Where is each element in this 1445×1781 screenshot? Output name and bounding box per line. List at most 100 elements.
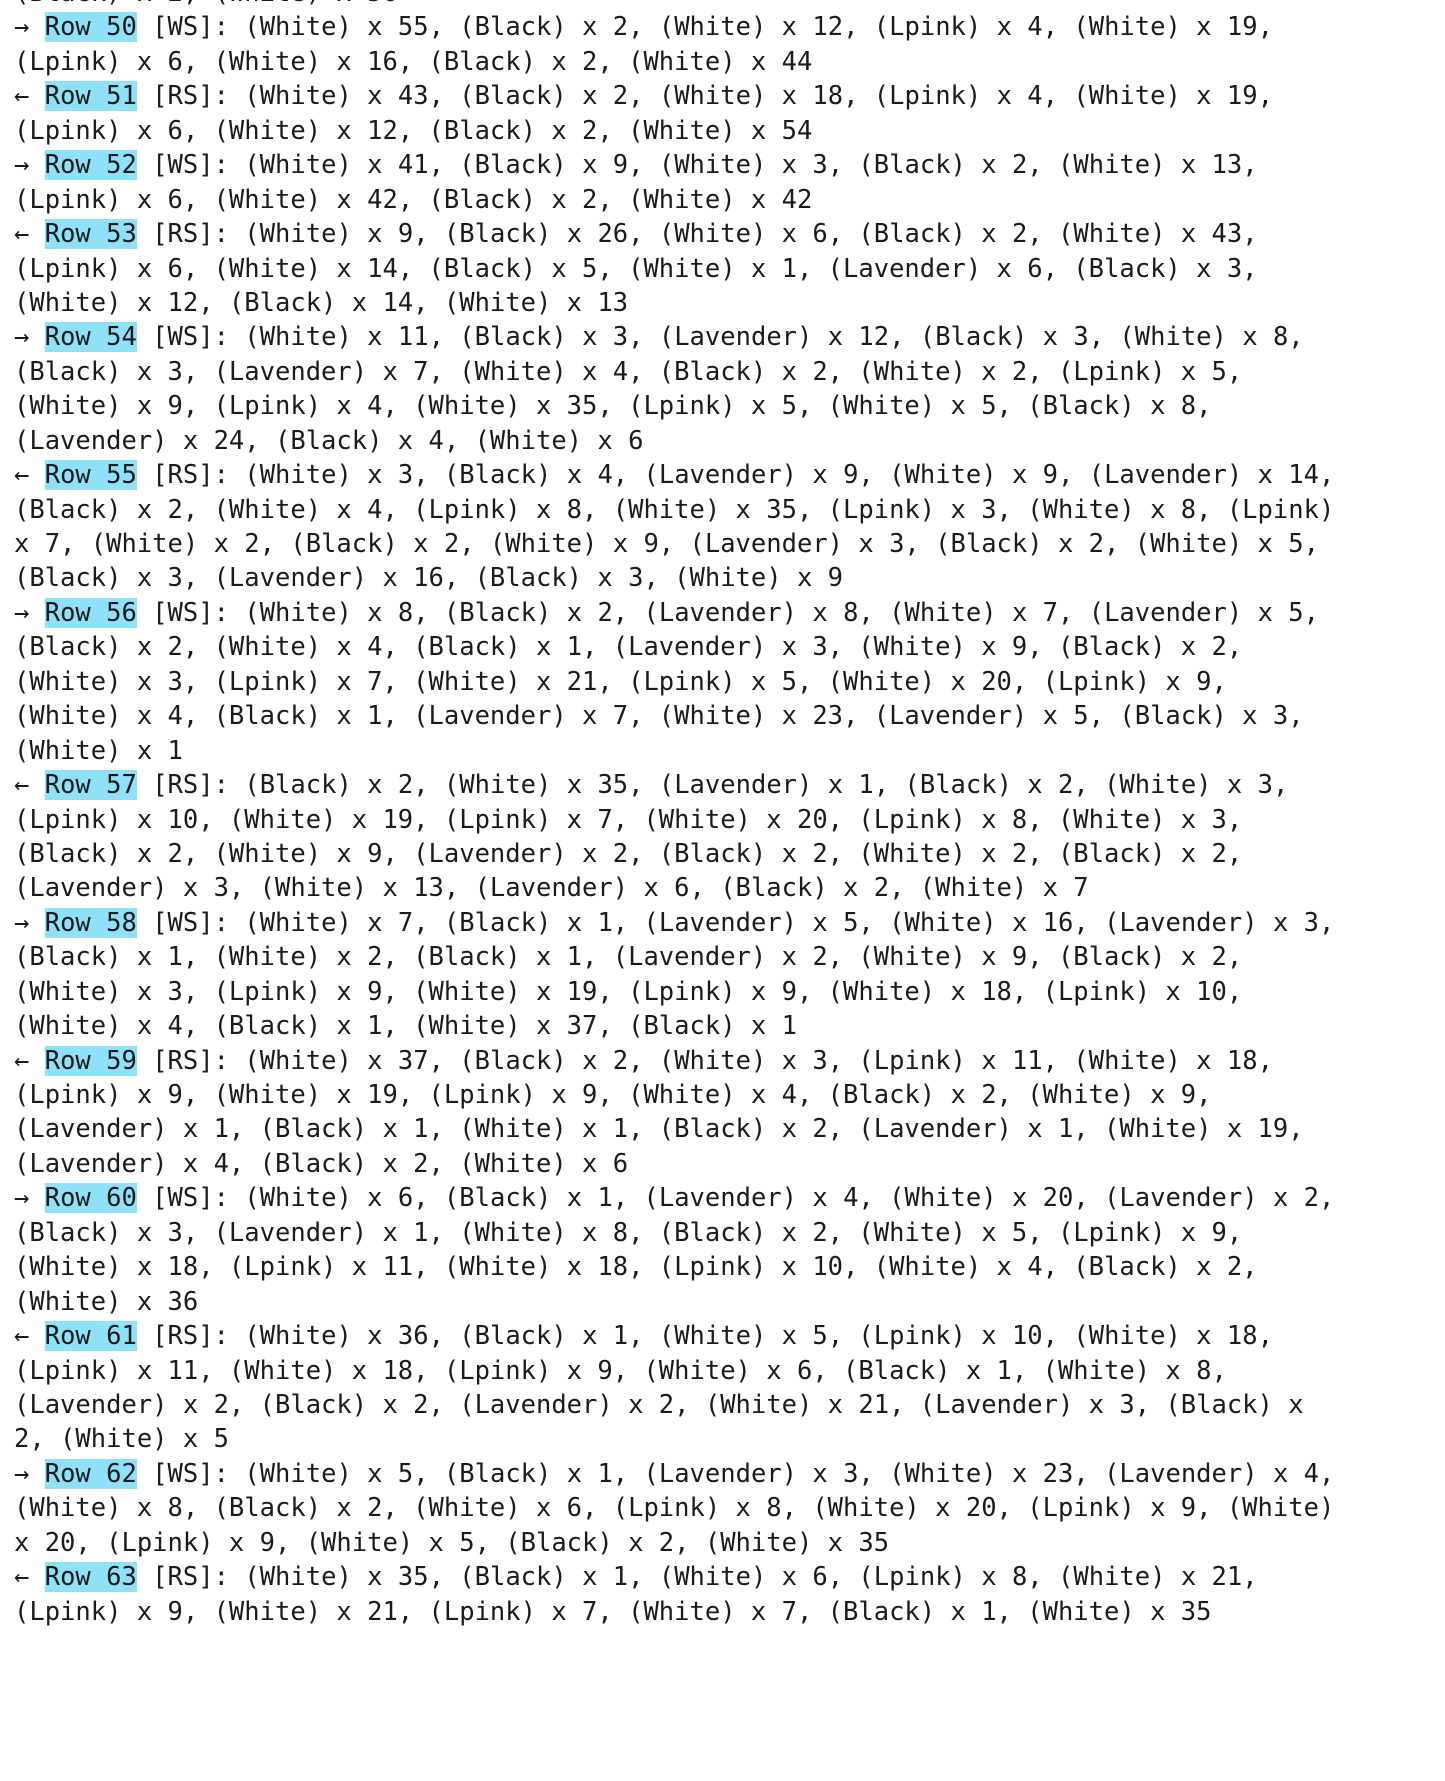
row-color-runs: (White) x 37, (Black) x 2, (White) x 3, … bbox=[244, 1045, 1273, 1076]
row-color-runs-continued: (Lavender) x 3, (White) x 13, (Lavender)… bbox=[14, 873, 1089, 904]
row-instruction-first-line: ← Row 57 [RS]: (Black) x 2, (White) x 35… bbox=[14, 770, 1289, 801]
row-color-runs-continued: (White) x 3, (Lpink) x 7, (White) x 21, … bbox=[14, 666, 1227, 697]
arrow-left-icon: ← bbox=[14, 1562, 30, 1593]
row-color-runs-continued: x 20, (Lpink) x 9, (White) x 5, (Black) … bbox=[14, 1527, 890, 1558]
row-instruction-first-line: → Row 58 [WS]: (White) x 7, (Black) x 1,… bbox=[14, 907, 1335, 938]
arrow-right-icon: → bbox=[14, 322, 30, 353]
row-color-runs-continued: (White) x 4, (Black) x 1, (Lavender) x 7… bbox=[14, 701, 1304, 732]
row-color-runs: (White) x 8, (Black) x 2, (Lavender) x 8… bbox=[244, 597, 1320, 628]
row-color-runs-continued: (Black) x 1, (White) x 2, (Black) x 1, (… bbox=[14, 942, 1243, 973]
arrow-left-icon: ← bbox=[14, 1045, 30, 1076]
arrow-left-icon: ← bbox=[14, 219, 30, 250]
row-instruction-wrap-line: (Lpink) x 11, (White) x 18, (Lpink) x 9,… bbox=[14, 1354, 1434, 1388]
row-side-tag: [RS] bbox=[152, 1321, 214, 1352]
row-instruction-wrap-line: (White) x 36 bbox=[14, 1285, 1434, 1319]
row-instruction-wrap-line: (Lavender) x 3, (White) x 13, (Lavender)… bbox=[14, 871, 1434, 905]
row-instruction-wrap-line: (Lpink) x 6, (White) x 16, (Black) x 2, … bbox=[14, 45, 1434, 79]
row-number-highlight[interactable]: Row 51 bbox=[44, 81, 137, 112]
row-color-runs-continued: (Black) x 3, (Lavender) x 1, (White) x 8… bbox=[14, 1217, 1243, 1248]
row-color-runs: (White) x 35, (Black) x 1, (White) x 6, … bbox=[244, 1562, 1258, 1593]
row-color-runs-continued: (White) x 1 bbox=[14, 735, 183, 766]
arrow-right-icon: → bbox=[14, 150, 30, 181]
row-side-tag: [RS] bbox=[152, 770, 214, 801]
row-side-tag: [RS] bbox=[152, 1562, 214, 1593]
row-number-highlight[interactable]: Row 58 bbox=[44, 907, 137, 938]
pattern-scroll-window[interactable]: (Black) x 2, (White) x 56 → Row 50 [WS]:… bbox=[14, 0, 1434, 1629]
row-color-runs-continued: (White) x 4, (Black) x 1, (White) x 37, … bbox=[14, 1011, 797, 1042]
row-color-runs-continued: (White) x 36 bbox=[14, 1286, 199, 1317]
row-color-runs-continued: x 7, (White) x 2, (Black) x 2, (White) x… bbox=[14, 529, 1319, 559]
row-color-runs: (White) x 7, (Black) x 1, (Lavender) x 5… bbox=[244, 907, 1335, 938]
row-color-runs-continued: (Lpink) x 6, (White) x 42, (Black) x 2, … bbox=[14, 184, 813, 215]
row-instruction-wrap-line: (Black) x 2, (White) x 4, (Lpink) x 8, (… bbox=[14, 493, 1434, 527]
row-color-runs: (White) x 6, (Black) x 1, (Lavender) x 4… bbox=[244, 1183, 1335, 1214]
row-color-runs-continued: 2, (White) x 5 bbox=[14, 1424, 229, 1455]
row-instruction-wrap-line: (White) x 4, (Black) x 1, (Lavender) x 7… bbox=[14, 699, 1434, 733]
row-instruction-wrap-line: (Lavender) x 24, (Black) x 4, (White) x … bbox=[14, 424, 1434, 458]
row-number-highlight[interactable]: Row 56 bbox=[44, 597, 137, 628]
row-list: → Row 50 [WS]: (White) x 55, (Black) x 2… bbox=[14, 10, 1434, 1594]
row-side-tag: [RS] bbox=[152, 1045, 214, 1076]
row-instruction-wrap-line: (Lavender) x 2, (Black) x 2, (Lavender) … bbox=[14, 1388, 1434, 1422]
row-number-highlight[interactable]: Row 53 bbox=[44, 219, 137, 250]
row-instruction-wrap-line: (Lpink) x 6, (White) x 14, (Black) x 5, … bbox=[14, 252, 1434, 286]
row-instruction-first-line: → Row 62 [WS]: (White) x 5, (Black) x 1,… bbox=[14, 1458, 1335, 1489]
continuation-line-bottom: (Lpink) x 9, (White) x 21, (Lpink) x 7, … bbox=[14, 1596, 1212, 1627]
row-instruction-first-line: ← Row 59 [RS]: (White) x 37, (Black) x 2… bbox=[14, 1045, 1273, 1076]
row-instruction-wrap-line: x 20, (Lpink) x 9, (White) x 5, (Black) … bbox=[14, 1526, 1434, 1560]
row-instruction-first-line: ← Row 61 [RS]: (White) x 36, (Black) x 1… bbox=[14, 1321, 1273, 1352]
row-number-highlight[interactable]: Row 55 bbox=[44, 460, 137, 491]
row-color-runs-continued: (Black) x 2, (White) x 4, (Lpink) x 8, (… bbox=[14, 494, 1335, 525]
arrow-left-icon: ← bbox=[14, 770, 30, 801]
row-color-runs: (Black) x 2, (White) x 35, (Lavender) x … bbox=[244, 770, 1289, 801]
row-color-runs-continued: (Black) x 3, (Lavender) x 16, (Black) x … bbox=[14, 563, 844, 594]
row-instruction-wrap-line: (Lavender) x 4, (Black) x 2, (White) x 6 bbox=[14, 1147, 1434, 1181]
row-instruction-wrap-line: (Lpink) x 9, (White) x 19, (Lpink) x 9, … bbox=[14, 1078, 1434, 1112]
row-number-highlight[interactable]: Row 62 bbox=[44, 1458, 137, 1489]
row-color-runs: (White) x 55, (Black) x 2, (White) x 12,… bbox=[244, 12, 1273, 43]
row-side-tag: [WS] bbox=[152, 907, 214, 938]
row-color-runs-continued: (Black) x 3, (Lavender) x 7, (White) x 4… bbox=[14, 356, 1243, 387]
row-instruction-wrap-line: (Black) x 1, (White) x 2, (Black) x 1, (… bbox=[14, 940, 1434, 974]
row-instruction-wrap-line: (White) x 12, (Black) x 14, (White) x 13 bbox=[14, 286, 1434, 320]
row-color-runs-continued: (Lavender) x 1, (Black) x 1, (White) x 1… bbox=[14, 1114, 1304, 1145]
row-instruction-first-line: ← Row 53 [RS]: (White) x 9, (Black) x 26… bbox=[14, 219, 1258, 250]
row-color-runs: (White) x 36, (Black) x 1, (White) x 5, … bbox=[244, 1321, 1273, 1352]
row-instruction-wrap-line: (Lpink) x 6, (White) x 12, (Black) x 2, … bbox=[14, 114, 1434, 148]
arrow-right-icon: → bbox=[14, 1183, 30, 1214]
row-instruction-first-line: → Row 54 [WS]: (White) x 11, (Black) x 3… bbox=[14, 322, 1304, 353]
row-side-tag: [WS] bbox=[152, 1183, 214, 1214]
row-color-runs-continued: (White) x 18, (Lpink) x 11, (White) x 18… bbox=[14, 1252, 1258, 1283]
row-number-highlight[interactable]: Row 57 bbox=[44, 770, 137, 801]
row-instruction-wrap-line: (White) x 1 bbox=[14, 734, 1434, 768]
row-instruction-wrap-line: (White) x 9, (Lpink) x 4, (White) x 35, … bbox=[14, 389, 1434, 423]
row-number-highlight[interactable]: Row 63 bbox=[44, 1562, 137, 1593]
row-number-highlight[interactable]: Row 50 bbox=[44, 12, 137, 43]
row-color-runs-continued: (Lpink) x 10, (White) x 19, (Lpink) x 7,… bbox=[14, 804, 1243, 835]
row-color-runs-continued: (Black) x 2, (White) x 9, (Lavender) x 2… bbox=[14, 838, 1243, 869]
row-color-runs-continued: (White) x 12, (Black) x 14, (White) x 13 bbox=[14, 287, 629, 318]
row-color-runs: (White) x 9, (Black) x 26, (White) x 6, … bbox=[244, 219, 1258, 250]
row-number-highlight[interactable]: Row 60 bbox=[44, 1183, 137, 1214]
arrow-left-icon: ← bbox=[14, 81, 30, 112]
row-instruction-wrap-line: (Lpink) x 6, (White) x 42, (Black) x 2, … bbox=[14, 183, 1434, 217]
row-number-highlight[interactable]: Row 52 bbox=[44, 150, 137, 181]
row-instruction-wrap-line: (Black) x 2, (White) x 9, (Lavender) x 2… bbox=[14, 837, 1434, 871]
row-instruction-first-line: → Row 52 [WS]: (White) x 41, (Black) x 9… bbox=[14, 150, 1258, 181]
row-side-tag: [RS] bbox=[152, 460, 214, 491]
row-instruction-wrap-line: (White) x 4, (Black) x 1, (White) x 37, … bbox=[14, 1009, 1434, 1043]
row-instruction-wrap-line: (Lavender) x 1, (Black) x 1, (White) x 1… bbox=[14, 1112, 1434, 1146]
row-number-highlight[interactable]: Row 61 bbox=[44, 1321, 137, 1352]
arrow-right-icon: → bbox=[14, 907, 30, 938]
row-color-runs-continued: (Lavender) x 2, (Black) x 2, (Lavender) … bbox=[14, 1389, 1304, 1420]
row-color-runs: (White) x 41, (Black) x 9, (White) x 3, … bbox=[244, 150, 1258, 181]
row-color-runs-continued: (Lpink) x 11, (White) x 18, (Lpink) x 9,… bbox=[14, 1355, 1227, 1386]
row-number-highlight[interactable]: Row 54 bbox=[44, 322, 137, 353]
row-color-runs-continued: (Lpink) x 6, (White) x 16, (Black) x 2, … bbox=[14, 46, 813, 77]
row-color-runs: (White) x 11, (Black) x 3, (Lavender) x … bbox=[244, 322, 1304, 353]
row-color-runs: (White) x 5, (Black) x 1, (Lavender) x 3… bbox=[244, 1458, 1335, 1489]
row-number-highlight[interactable]: Row 59 bbox=[44, 1045, 137, 1076]
arrow-right-icon: → bbox=[14, 12, 30, 43]
row-side-tag: [WS] bbox=[152, 12, 214, 43]
